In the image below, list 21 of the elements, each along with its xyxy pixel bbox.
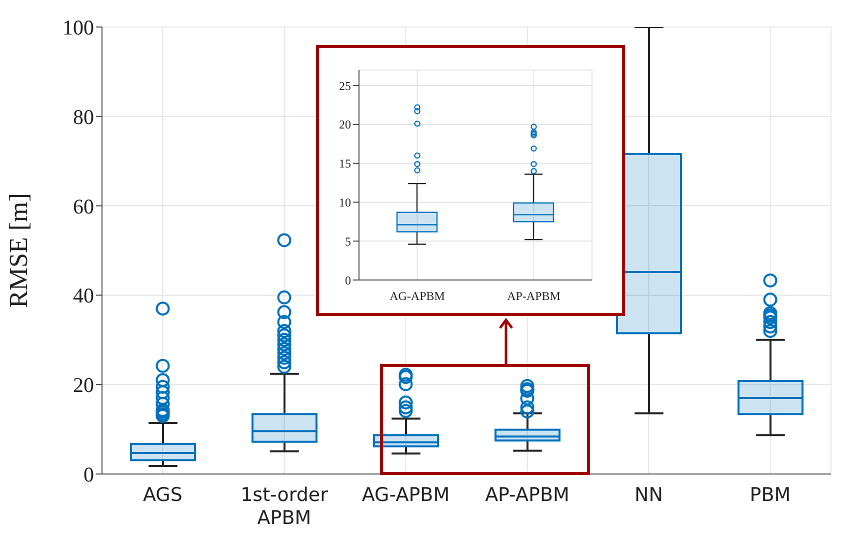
y-tick-label: 15 (339, 156, 351, 171)
x-tick-label: AP-APBM (485, 484, 570, 506)
x-tick-label: AGS (143, 484, 182, 506)
x-tick-label: AG-APBM (390, 289, 446, 303)
x-tick-label: 1st-order APBM (240, 484, 328, 529)
x-tick-label: AP-APBM (507, 289, 561, 303)
y-tick-label: 60 (73, 194, 94, 218)
y-tick-label: 100 (62, 15, 94, 40)
x-tick-label: AG-APBM (362, 484, 450, 506)
y-tick-label: 5 (345, 234, 351, 248)
y-tick-label: 25 (339, 78, 351, 93)
y-tick-label: 10 (339, 195, 351, 210)
x-tick-label: NN (634, 484, 663, 506)
x-tick-label: PBM (750, 484, 791, 506)
y-tick-label: 40 (73, 284, 94, 308)
y-axis-title: RMSE [m] (4, 193, 34, 308)
y-tick-label: 20 (73, 373, 94, 398)
y-tick-label: 80 (73, 104, 94, 129)
y-tick-label: 0 (84, 462, 94, 486)
y-tick-label: 0 (345, 273, 351, 288)
y-tick-label: 20 (339, 118, 351, 132)
